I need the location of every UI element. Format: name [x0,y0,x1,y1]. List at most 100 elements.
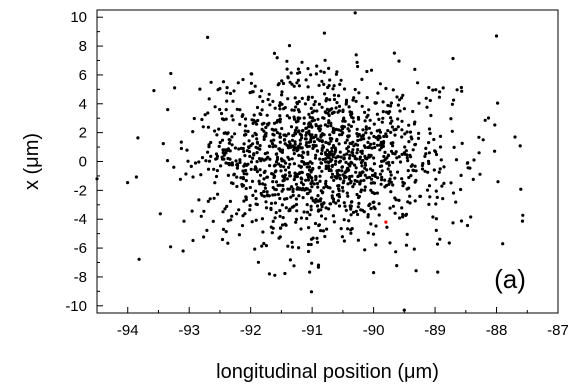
data-point [281,179,285,183]
data-point [250,179,255,183]
data-point [401,184,405,188]
data-point [427,161,431,166]
data-point [349,231,353,235]
data-point [405,153,409,157]
data-point [299,165,303,169]
data-point [317,209,321,213]
data-point [411,109,415,114]
data-point [449,117,453,121]
data-point [219,164,223,168]
data-point [411,148,415,152]
data-point [321,116,325,120]
data-point [406,159,410,163]
data-point [137,257,141,261]
data-point [256,118,260,123]
data-point [442,165,446,169]
data-point [263,183,267,187]
data-point [312,109,316,113]
data-point [278,140,282,144]
data-point [363,154,367,158]
data-point [379,182,383,186]
data-point [424,152,428,156]
data-point [407,186,411,190]
data-point [302,210,306,214]
data-point [333,162,337,166]
data-point [391,144,395,148]
data-point [328,133,332,137]
data-point [361,128,365,132]
data-point [378,82,382,86]
data-point [252,113,256,117]
data-point [248,154,252,158]
data-point [169,245,173,249]
data-point [440,184,444,188]
data-point [295,126,299,130]
data-point [324,206,328,210]
data-point [359,179,363,183]
data-point [327,66,331,70]
x-axis-ticks: -94 -93 -92 -91 -90 -89 -88 -87 [117,307,568,339]
data-point [357,91,361,95]
data-point [354,209,358,213]
data-point [257,157,262,161]
data-point [231,99,235,103]
data-point [191,175,195,179]
data-point [248,203,252,208]
data-point [393,176,397,180]
data-point [220,237,225,242]
data-point [293,175,297,179]
data-point [320,105,324,109]
data-point [327,84,331,88]
data-point [273,201,277,205]
data-point [348,153,352,157]
data-point [346,182,350,186]
data-point [289,125,294,129]
data-point [403,132,407,136]
data-point [320,169,324,173]
data-point [289,71,293,75]
data-point [263,169,267,173]
data-point [169,71,173,76]
data-point [307,112,311,116]
data-point [237,147,241,151]
data-point [212,167,216,171]
data-point [230,143,234,147]
data-point [432,137,436,142]
data-point [241,176,245,180]
data-point [254,189,258,193]
data-point [309,73,313,77]
data-point [520,219,525,223]
data-point [439,158,443,162]
data-point [302,121,306,126]
data-point [454,158,459,162]
data-point [286,97,290,101]
data-point [395,156,399,160]
data-point [359,188,364,192]
data-point [304,78,308,82]
data-point [206,167,211,171]
data-point [427,184,432,188]
data-point [389,130,393,134]
data-point [380,178,384,182]
data-point [328,78,332,82]
data-point [267,92,271,96]
data-point [373,145,377,150]
data-point [363,173,367,177]
data-point [339,227,343,231]
data-point [284,206,288,210]
data-point [247,139,251,143]
data-point [334,159,338,163]
data-point [341,189,345,193]
data-point [338,133,342,137]
data-point [274,211,278,215]
data-point [369,68,374,72]
data-point [369,222,373,226]
data-point [350,150,354,154]
data-point [394,250,398,254]
data-point [352,120,356,124]
data-point [226,241,230,245]
data-point [136,136,140,140]
data-point [342,156,346,160]
data-point [263,133,267,137]
data-point [325,227,329,231]
